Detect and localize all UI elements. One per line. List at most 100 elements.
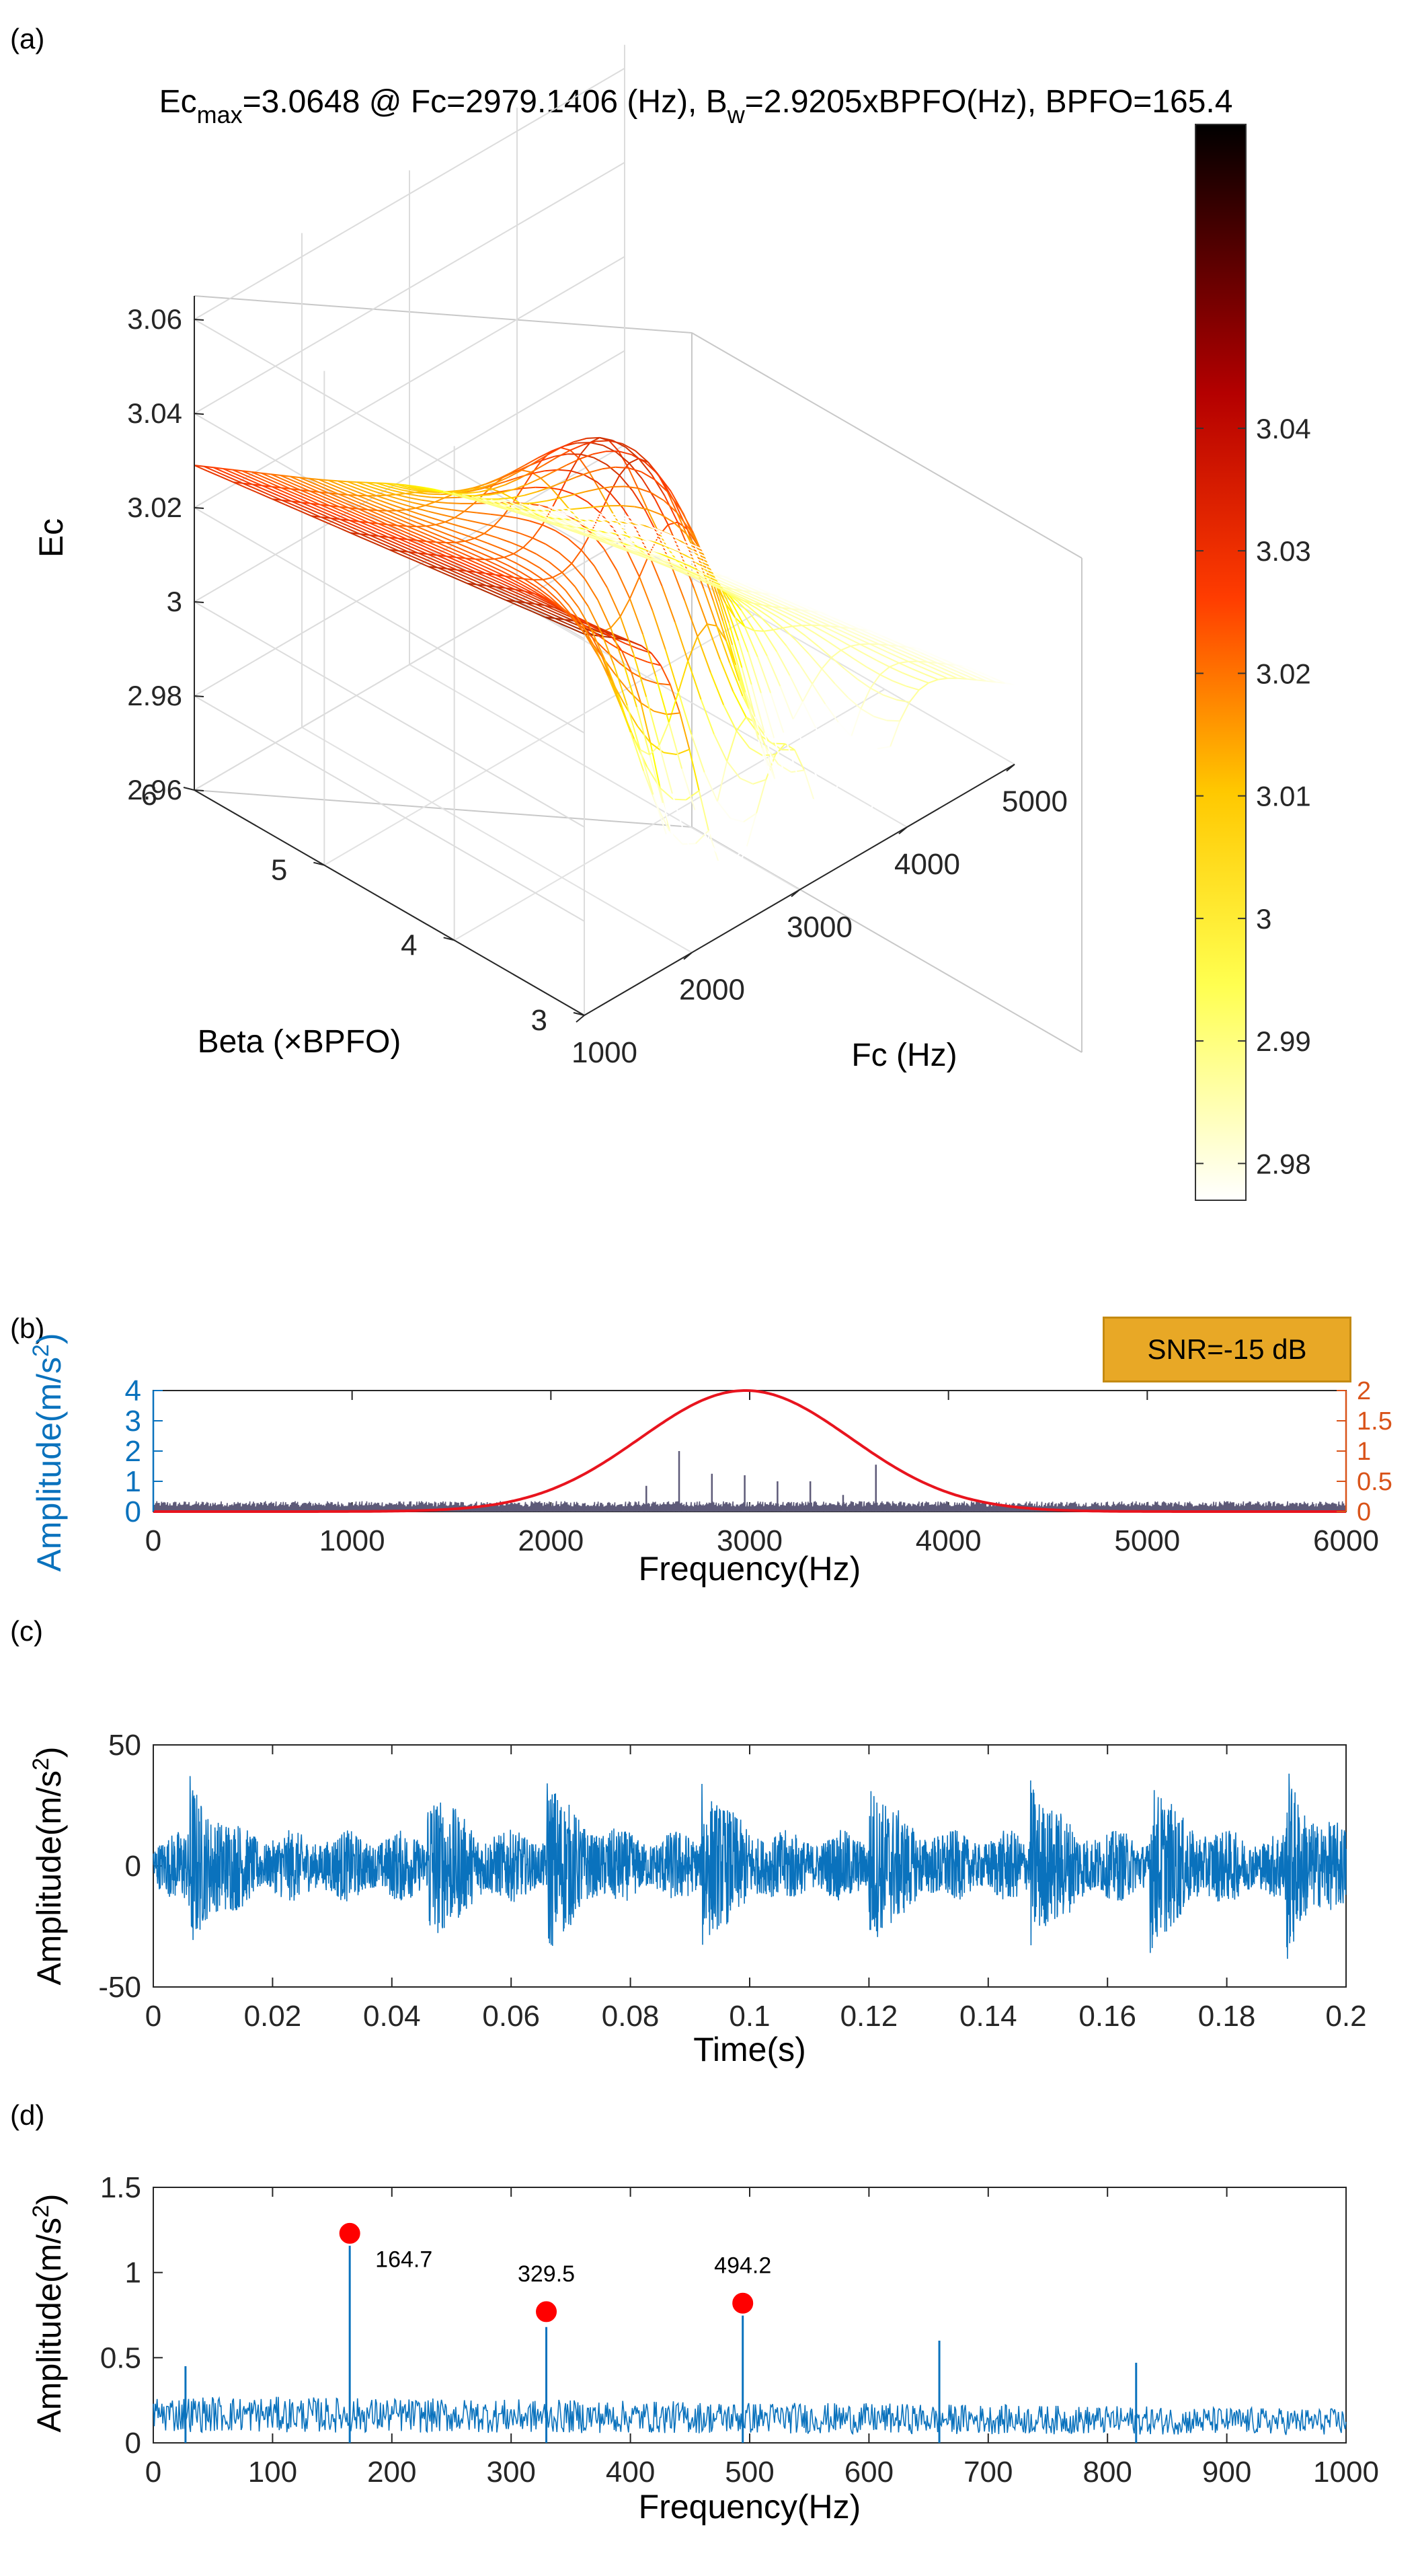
mesh-line xyxy=(701,579,715,586)
mesh-line xyxy=(746,605,761,617)
mesh-line xyxy=(962,661,976,668)
mesh-line xyxy=(725,640,740,681)
mesh-line xyxy=(398,550,412,557)
mesh-line xyxy=(624,514,638,522)
mesh-line xyxy=(514,588,528,596)
mesh-line xyxy=(663,531,677,539)
mesh-line xyxy=(855,779,868,784)
mesh-line xyxy=(384,519,398,526)
mesh-line xyxy=(759,600,773,608)
mesh-line xyxy=(386,494,400,500)
mesh-line xyxy=(803,853,814,858)
mesh-line xyxy=(670,685,681,713)
mesh-line xyxy=(424,487,437,492)
mesh-line xyxy=(803,856,818,875)
mesh-line xyxy=(574,494,588,503)
mesh-line xyxy=(758,588,773,595)
mesh-line xyxy=(278,495,292,502)
mesh-line xyxy=(890,720,901,747)
mesh-line xyxy=(654,543,668,550)
harmonic-marker xyxy=(730,2290,756,2316)
mesh-line xyxy=(639,555,654,561)
mesh-line xyxy=(705,553,719,560)
mesh-line xyxy=(543,579,557,592)
mesh-line xyxy=(904,655,919,662)
mesh-line xyxy=(613,534,627,541)
mesh-line xyxy=(649,744,660,756)
mesh-line xyxy=(848,838,863,851)
mesh-line xyxy=(879,674,894,682)
surface-mesh xyxy=(194,436,1015,894)
z-axis-label: Ec xyxy=(32,518,70,557)
mesh-line xyxy=(520,571,534,581)
mesh-line xyxy=(268,481,282,489)
mesh-line xyxy=(349,519,363,527)
mesh-line xyxy=(703,573,717,580)
mesh-line xyxy=(693,547,707,555)
mesh-line xyxy=(354,490,368,497)
mesh-line xyxy=(590,437,600,443)
mesh-line xyxy=(287,496,302,504)
panel-c: (c) 0 0.02 0.04 0.06 0.08 0.1 0.12 0.14 0.16 0.18… xyxy=(10,1615,1367,2068)
mesh-line xyxy=(722,620,737,665)
panel-b-xlabel: Frequency(Hz) xyxy=(639,1550,861,1588)
harmonic-label: 494.2 xyxy=(714,2253,771,2278)
mesh-line xyxy=(678,570,693,578)
mesh-line xyxy=(667,548,681,556)
mesh-line xyxy=(480,522,494,527)
mesh-line xyxy=(828,751,842,771)
mesh-line xyxy=(645,697,660,746)
mesh-line xyxy=(333,509,347,517)
mesh-line xyxy=(785,611,799,620)
mesh-line xyxy=(691,576,705,583)
colorbar-tick-label: 3.02 xyxy=(1256,658,1311,689)
mesh-line xyxy=(321,483,336,490)
mesh-line xyxy=(736,716,747,732)
mesh-line xyxy=(676,512,691,531)
mesh-line xyxy=(891,636,905,643)
mesh-line xyxy=(594,565,608,588)
mesh-line xyxy=(638,533,652,540)
mesh-line xyxy=(754,716,769,766)
mesh-line xyxy=(548,487,562,491)
mesh-line xyxy=(428,565,442,573)
mesh-line xyxy=(235,473,249,481)
mesh-line xyxy=(579,453,594,460)
mesh-line xyxy=(610,541,624,548)
mesh-line xyxy=(559,600,574,617)
mesh-line xyxy=(673,545,688,553)
mesh-line xyxy=(879,746,892,778)
mesh-line xyxy=(456,557,470,564)
mesh-line xyxy=(623,664,637,707)
mesh-line xyxy=(425,504,439,509)
mesh-line xyxy=(427,553,441,561)
spectrum-series xyxy=(153,1501,1347,1512)
mesh-line xyxy=(303,494,317,501)
mesh-line xyxy=(786,783,801,824)
mesh-line xyxy=(873,650,887,658)
mesh-line xyxy=(628,463,643,479)
mesh-line xyxy=(678,691,693,735)
mesh-line xyxy=(651,474,666,496)
mesh-line xyxy=(754,571,769,578)
mesh-line xyxy=(792,625,802,627)
mesh-line xyxy=(706,565,720,573)
mesh-line xyxy=(907,646,922,654)
mesh-line xyxy=(426,525,440,532)
x-tick-label: 0.12 xyxy=(840,2000,898,2033)
mesh-line xyxy=(518,593,533,600)
y-tick-label: 1 xyxy=(125,1465,141,1498)
mesh-line xyxy=(641,471,655,480)
mesh-line xyxy=(637,487,652,494)
mesh-line xyxy=(580,549,595,567)
mesh-line xyxy=(748,586,763,594)
mesh-line xyxy=(313,507,327,514)
mesh-line xyxy=(861,621,875,628)
mesh-line xyxy=(674,557,688,565)
mesh-line xyxy=(389,499,403,505)
mesh-line xyxy=(625,643,639,650)
mesh-line xyxy=(745,582,759,590)
mesh-line xyxy=(727,594,742,611)
mesh-line xyxy=(241,470,255,477)
grid-line xyxy=(301,726,693,953)
